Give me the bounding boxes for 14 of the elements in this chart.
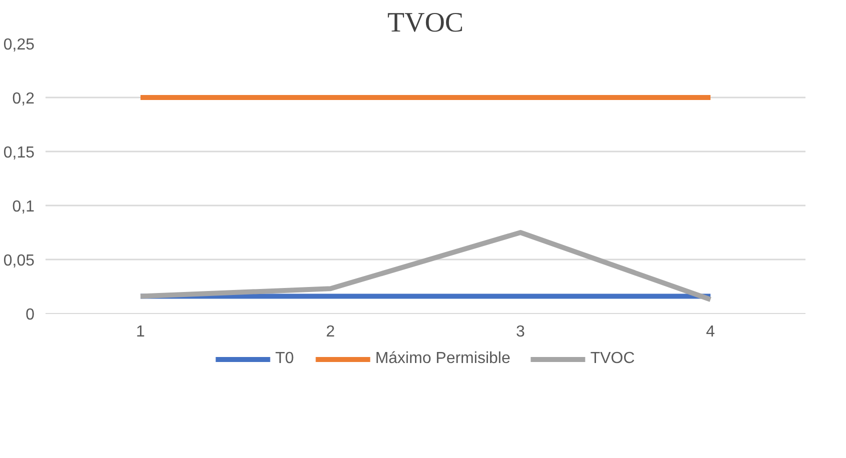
x-tick-label: 4 [706, 324, 716, 340]
x-tick-label: 2 [326, 324, 336, 340]
y-tick-label: 0,25 [3, 36, 35, 54]
legend-label: T0 [275, 350, 295, 368]
y-tick-label: 0,05 [3, 252, 35, 270]
y-tick-label: 0,2 [12, 90, 35, 108]
y-tick-label: 0,1 [12, 198, 35, 216]
legend-label: Máximo Permisible [375, 350, 510, 368]
chart-title: TVOC [387, 8, 464, 38]
x-tick-label: 1 [136, 324, 146, 340]
x-tick-label: 3 [516, 324, 526, 340]
y-tick-label: 0,15 [3, 144, 35, 162]
y-tick-label: 0 [26, 306, 35, 324]
legend-label: TVOC [590, 350, 635, 368]
